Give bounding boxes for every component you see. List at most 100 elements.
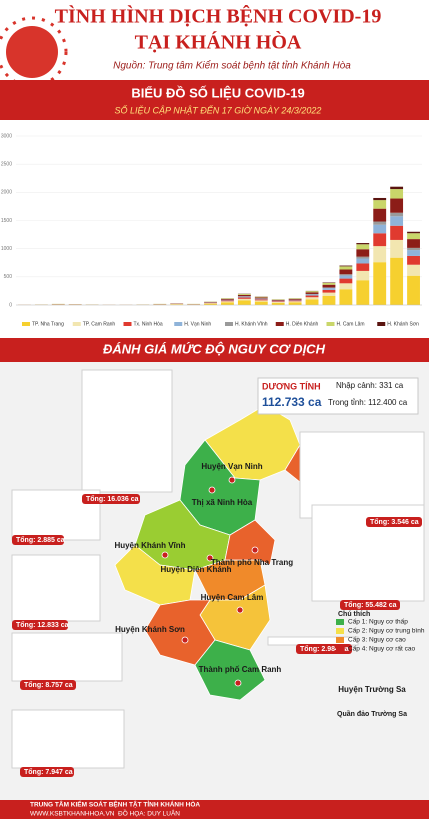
bar-segment	[373, 200, 386, 209]
bar-segment	[255, 302, 268, 305]
bar-segment	[221, 302, 234, 305]
positive-label: DƯƠNG TÍNH	[262, 381, 321, 391]
bar-segment	[289, 299, 302, 300]
bar-segment	[306, 299, 319, 305]
bar-segment	[323, 293, 336, 296]
bar-segment	[238, 297, 251, 298]
legend-title: Chú thích	[338, 611, 370, 618]
district-total: Tổng: 3.546 ca	[370, 518, 419, 526]
bar-segment	[221, 299, 234, 300]
bar-segment	[407, 256, 420, 265]
positive-total: 112.733 ca	[262, 395, 322, 409]
legend-swatch	[225, 322, 233, 326]
bar-segment	[272, 300, 285, 301]
bar-segment	[323, 287, 336, 288]
bar-segment	[373, 198, 386, 200]
district-label: Thị xã Ninh Hòa	[192, 498, 253, 507]
bar-segment	[289, 300, 302, 301]
bar-segment	[323, 290, 336, 293]
bar-segment	[407, 239, 420, 248]
district-label: Huyện Vạn Ninh	[201, 462, 262, 471]
bar-segment	[255, 300, 268, 301]
legend-entry: H. Khánh Sơn	[387, 321, 419, 327]
chart-subtitle: SỐ LIỆU CẬP NHẬT ĐẾN 17 GIỜ NGÀY 24/3/20…	[115, 104, 322, 115]
bar-segment	[221, 300, 234, 301]
bar-segment	[306, 292, 319, 294]
bar-segment	[272, 302, 285, 303]
bar-segment	[323, 296, 336, 305]
bar-segment	[255, 297, 268, 298]
bar-segment	[373, 222, 386, 225]
bar-segment	[356, 249, 369, 256]
bar-segment	[390, 199, 403, 213]
bar-segment	[306, 296, 319, 298]
bar-segment	[390, 258, 403, 305]
positive-import: Nhập cảnh: 331 ca	[336, 381, 404, 390]
district-label: Huyện Khánh Sơn	[115, 625, 185, 634]
y-tick-label: 1000	[1, 246, 12, 252]
district-label: Huyện Trường Sa	[338, 685, 406, 694]
legend-entry: Tx. Ninh Hòa	[134, 321, 163, 327]
footer-web: WWW.KSBTKHANHHOA.VN	[30, 811, 115, 818]
bar-segment	[339, 289, 352, 305]
legend-entry: TP. Cam Ranh	[83, 321, 116, 327]
bar-segment	[407, 250, 420, 256]
bar-segment	[407, 232, 420, 233]
district-label: Thành phố Nha Trang	[211, 558, 293, 567]
bar-segment	[204, 303, 217, 304]
legend-swatch	[327, 322, 335, 326]
legend-swatch	[174, 322, 182, 326]
legend-entry: TP. Nha Trang	[32, 321, 64, 327]
title: TẠI KHÁNH HÒA	[135, 30, 302, 54]
bar-segment	[306, 294, 319, 295]
bar-segment	[356, 257, 369, 259]
bar-segment	[221, 300, 234, 301]
district-label: Huyện Khánh Vĩnh	[114, 541, 185, 550]
bar-segment	[255, 299, 268, 300]
bar-segment	[289, 302, 302, 305]
bar-segment	[306, 297, 319, 299]
bar-segment	[272, 303, 285, 305]
legend-swatch	[73, 322, 81, 326]
district-total: Tổng: 12.833 ca	[16, 621, 69, 629]
bar-segment	[339, 270, 352, 275]
bar-segment	[407, 265, 420, 276]
district-total: Tổng: 8.757 ca	[24, 681, 73, 689]
bar-segment	[323, 285, 336, 288]
bar-segment	[339, 274, 352, 275]
bar-segment	[339, 279, 352, 284]
bar-segment	[323, 288, 336, 290]
bar-segment	[356, 271, 369, 280]
bar-segment	[289, 301, 302, 302]
bar-segment	[390, 226, 403, 240]
bar-segment	[407, 248, 420, 250]
bar-segment	[373, 209, 386, 222]
bar-segment	[323, 283, 336, 285]
bar-segment	[356, 280, 369, 305]
legend-swatch	[276, 322, 284, 326]
bar-segment	[390, 216, 403, 225]
bar-segment	[407, 276, 420, 305]
bar-segment	[221, 298, 234, 299]
legend-swatch	[377, 322, 385, 326]
legend-swatch	[22, 322, 30, 326]
legend-entry: H. Cam Lâm	[337, 321, 365, 327]
chart-title: BIỂU ĐỒ SỐ LIỆU COVID-19	[131, 85, 304, 100]
bar-segment	[238, 299, 251, 301]
legend-entry: Cấp 3: Nguy cơ cao	[348, 635, 406, 644]
bar-segment	[373, 225, 386, 234]
y-tick-label: 3000	[1, 133, 12, 139]
bar-segment	[373, 246, 386, 262]
bar-segment	[390, 189, 403, 198]
bar-segment	[339, 266, 352, 267]
y-tick-label: 2000	[1, 190, 12, 196]
bar-segment	[289, 298, 302, 299]
bar-segment	[238, 297, 251, 298]
bar-segment	[390, 187, 403, 189]
source: Nguồn: Trung tâm Kiểm soát bệnh tật tỉnh…	[113, 60, 351, 72]
footer-org: TRUNG TÂM KIỂM SOÁT BỆNH TẬT TỈNH KHÁNH …	[30, 800, 200, 809]
y-tick-label: 2500	[1, 161, 12, 167]
district-total: Tổng: 2.885 ca	[16, 536, 65, 544]
bar-segment	[255, 297, 268, 298]
bar-segment	[390, 213, 403, 217]
